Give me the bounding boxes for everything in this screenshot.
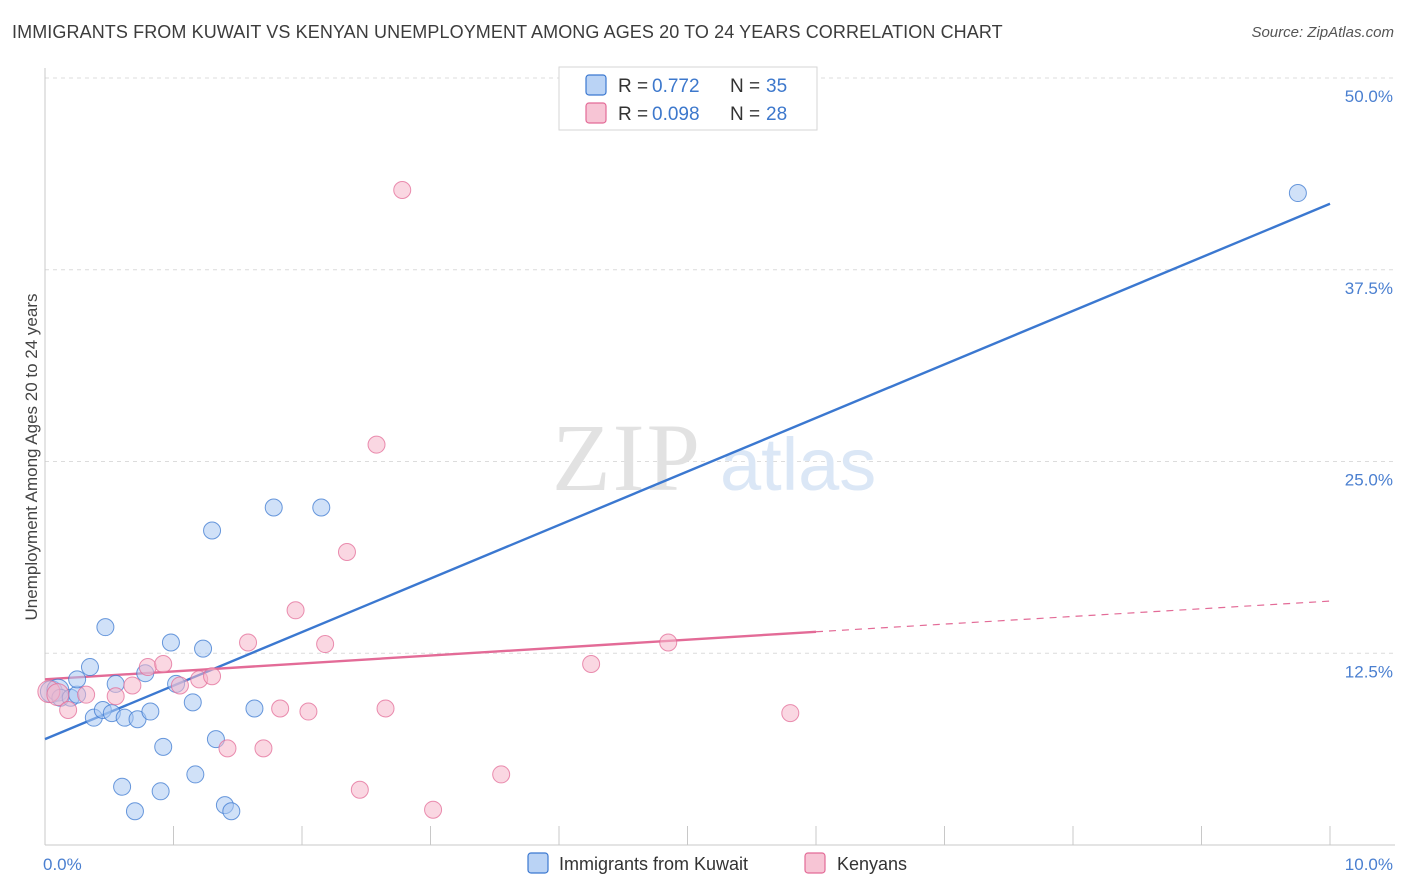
point-kuwait-31	[312, 498, 331, 517]
legend-n-label-kuwait: N =	[730, 76, 760, 97]
legend-swatch-kenyans	[585, 102, 607, 124]
point-kuwait-5	[68, 670, 87, 689]
point-kenyans-8	[170, 676, 189, 695]
watermark-atlas: atlas	[720, 423, 876, 506]
point-kenyans-14	[271, 699, 290, 718]
point-kenyans-2	[59, 701, 78, 720]
y-tick-label-1: 25.0%	[1345, 471, 1393, 490]
point-kenyans-15	[286, 601, 305, 620]
point-kuwait-18	[151, 782, 170, 801]
bottom-legend-label-kenyans: Kenyans	[837, 854, 907, 874]
point-kuwait-30	[264, 498, 283, 517]
bottom-legend: Immigrants from Kuwait Kenyans	[527, 852, 907, 874]
point-kenyans-3	[77, 685, 96, 704]
point-kuwait-12	[113, 777, 132, 796]
legend-n-label-kenyans: N =	[730, 104, 760, 125]
x-tick-label-1: 10.0%	[1345, 855, 1393, 874]
y-tick-label-0: 12.5%	[1345, 662, 1393, 681]
axes	[44, 68, 1395, 846]
point-kuwait-17	[141, 702, 160, 721]
point-kenyans-12	[239, 633, 258, 652]
point-kenyans-1	[46, 683, 70, 707]
point-kenyans-17	[316, 635, 335, 654]
legend-swatch-kuwait	[585, 74, 607, 96]
point-kenyans-21	[376, 699, 395, 718]
trend-line-1	[44, 630, 817, 681]
data-points	[37, 180, 1307, 821]
x-tick-label-0: 0.0%	[43, 855, 82, 874]
y-tick-label-3: 50.0%	[1345, 87, 1393, 106]
point-kuwait-25	[203, 521, 222, 540]
point-kenyans-10	[203, 667, 222, 686]
trend-line-2	[815, 600, 1331, 633]
point-kenyans-6	[138, 658, 157, 677]
point-kenyans-25	[582, 654, 601, 673]
point-kuwait-23	[186, 765, 205, 784]
point-kuwait-28	[222, 802, 241, 821]
gridlines	[45, 77, 1395, 654]
point-kenyans-18	[337, 543, 356, 562]
point-kenyans-5	[123, 676, 142, 695]
point-kenyans-26	[659, 633, 678, 652]
legend-r-value-kuwait: 0.772	[652, 76, 700, 97]
source-label: Source: ZipAtlas.com	[1251, 24, 1394, 41]
point-kuwait-19	[154, 737, 173, 756]
point-kuwait-9	[96, 618, 115, 637]
bottom-legend-swatch-kuwait	[527, 852, 549, 874]
watermark: ZIP atlas	[552, 404, 876, 511]
trend-lines	[44, 202, 1331, 741]
point-kenyans-11	[218, 739, 237, 758]
point-kenyans-23	[424, 800, 443, 819]
point-kenyans-20	[367, 435, 386, 454]
tick-labels: 12.5% 25.0% 37.5% 50.0% 0.0% 10.0%	[43, 87, 1393, 874]
point-kuwait-20	[161, 633, 180, 652]
chart-title: IMMIGRANTS FROM KUWAIT VS KENYAN UNEMPLO…	[12, 22, 1003, 42]
y-tick-label-2: 37.5%	[1345, 279, 1393, 298]
point-kuwait-24	[194, 639, 213, 658]
y-axis-label: Unemployment Among Ages 20 to 24 years	[22, 294, 41, 621]
point-kenyans-13	[254, 739, 273, 758]
point-kenyans-19	[350, 780, 369, 799]
legend: R = 0.772 N = 35 R = 0.098 N = 28	[558, 66, 818, 131]
legend-r-label-kuwait: R =	[618, 76, 648, 97]
trend-line-0	[44, 202, 1331, 741]
point-kuwait-29	[245, 699, 264, 718]
point-kenyans-24	[492, 765, 511, 784]
point-kenyans-16	[299, 702, 318, 721]
legend-r-label-kenyans: R =	[618, 104, 648, 125]
legend-n-value-kuwait: 35	[766, 76, 787, 97]
point-kenyans-27	[781, 704, 800, 723]
watermark-zip: ZIP	[552, 404, 702, 511]
point-kenyans-7	[154, 654, 173, 673]
legend-r-value-kenyans: 0.098	[652, 104, 700, 125]
point-kuwait-14	[125, 802, 144, 821]
legend-n-value-kenyans: 28	[766, 104, 787, 125]
point-kenyans-4	[106, 687, 125, 706]
point-kuwait-32	[1288, 184, 1307, 203]
bottom-legend-label-kuwait: Immigrants from Kuwait	[559, 854, 748, 874]
point-kuwait-6	[80, 658, 99, 677]
point-kenyans-22	[393, 180, 412, 199]
point-kuwait-22	[183, 693, 202, 712]
bottom-legend-swatch-kenyans	[804, 852, 826, 874]
